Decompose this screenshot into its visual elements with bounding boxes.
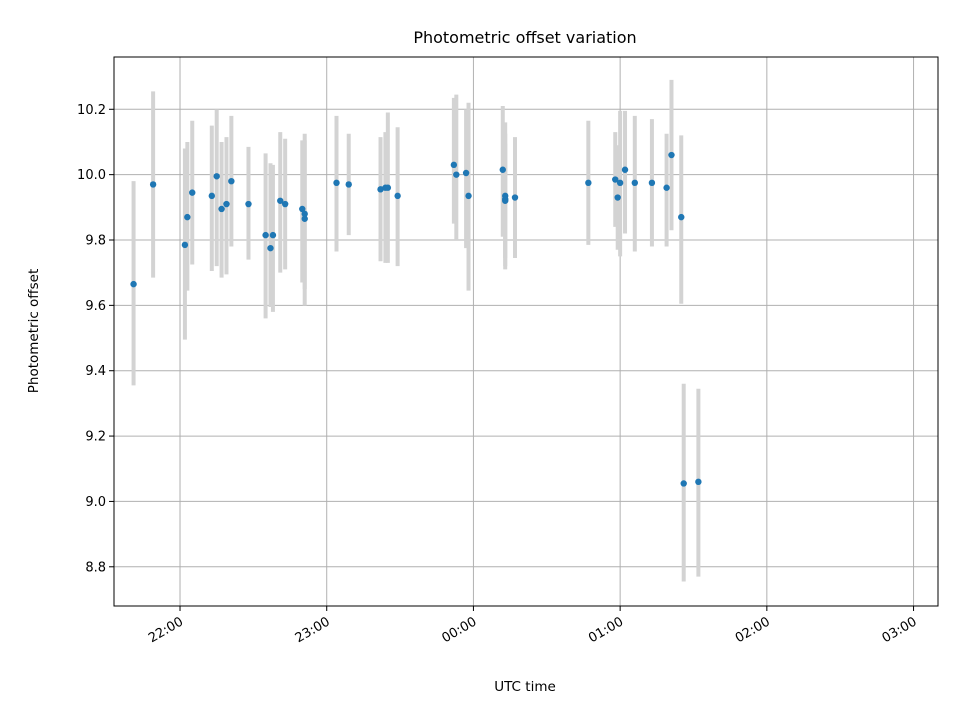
data-point: [223, 200, 230, 208]
data-point: [208, 192, 216, 200]
x-tick-label: 01:00: [586, 614, 626, 646]
data-point: [614, 194, 621, 201]
data-point: [301, 215, 308, 222]
data-point: [384, 184, 392, 191]
x-tick-label: 00:00: [439, 614, 479, 646]
data-point: [269, 231, 277, 239]
chart-title: Photometric offset variation: [413, 28, 636, 47]
data-point: [149, 181, 157, 188]
data-point: [245, 200, 252, 208]
data-point: [511, 194, 519, 201]
x-axis-ticks: 22:00 23:00 00:00 01:00 02:00 03:00: [146, 606, 920, 646]
data-point: [695, 478, 702, 486]
data-point: [189, 189, 196, 196]
data-point: [585, 179, 592, 187]
x-tick-label: 03:00: [880, 614, 920, 646]
y-tick-label: 9.6: [85, 299, 106, 314]
x-tick-label: 23:00: [293, 614, 333, 646]
data-point: [499, 166, 506, 173]
data-point: [184, 213, 191, 221]
data-point: [218, 205, 225, 213]
data-point: [130, 280, 137, 288]
grid-lines: [114, 57, 938, 606]
data-point: [450, 161, 458, 169]
error-bars: [131, 79, 701, 582]
x-tick-label: 22:00: [146, 614, 186, 646]
data-point: [267, 244, 274, 252]
data-point: [301, 210, 308, 218]
data-point: [648, 179, 656, 187]
x-axis-label: UTC time: [494, 679, 556, 695]
data-point: [299, 205, 306, 213]
y-axis-label: Photometric offset: [26, 269, 42, 393]
y-tick-label: 9.2: [85, 430, 106, 445]
data-point: [213, 173, 220, 180]
data-point: [616, 179, 624, 187]
y-tick-label: 9.8: [85, 234, 106, 249]
data-point: [262, 231, 269, 239]
y-tick-label: 9.0: [85, 495, 106, 510]
data-point: [465, 192, 472, 200]
data-point: [345, 181, 352, 188]
data-point: [462, 169, 470, 177]
data-point: [680, 480, 687, 487]
data-point: [394, 192, 401, 200]
data-point: [502, 195, 509, 203]
y-tick-label: 9.4: [85, 364, 106, 379]
data-point: [277, 197, 284, 204]
y-tick-label: 8.8: [85, 560, 106, 575]
data-point: [621, 166, 629, 173]
y-tick-label: 10.0: [77, 168, 106, 183]
x-tick-label: 02:00: [733, 614, 773, 646]
data-point: [678, 213, 685, 221]
data-point: [377, 186, 384, 193]
y-axis-ticks: 8.8 9.0 9.2 9.4 9.6 9.8 10.0 10.2: [77, 103, 114, 575]
data-point: [663, 184, 670, 191]
plot-frame: [113, 56, 939, 607]
data-point: [281, 200, 289, 208]
data-point: [453, 171, 460, 178]
data-point: [631, 179, 639, 187]
data-point: [612, 176, 619, 183]
data-point: [668, 151, 675, 159]
data-point: [228, 177, 235, 185]
data-point: [181, 241, 189, 249]
y-tick-label: 10.2: [77, 103, 106, 118]
data-points: [130, 151, 702, 487]
data-point: [333, 179, 340, 187]
